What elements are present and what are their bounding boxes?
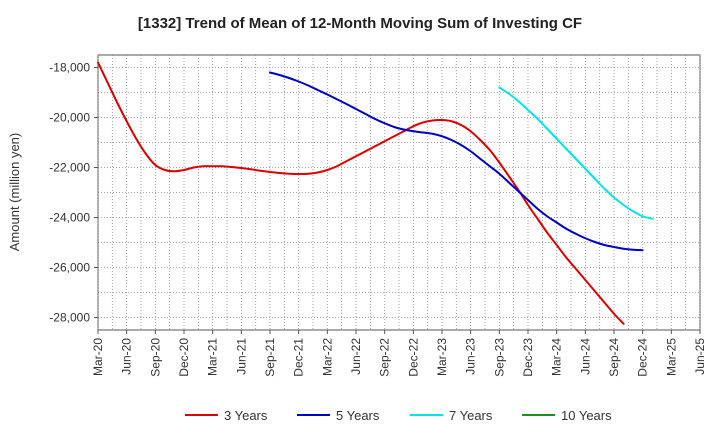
x-tick-label: Jun-21	[234, 338, 248, 375]
x-tick-label: Sep-20	[148, 338, 162, 377]
legend-label-5-years: 5 Years	[336, 408, 380, 423]
x-tick-label: Dec-22	[406, 338, 420, 377]
x-tick-label: Jun-20	[120, 338, 134, 375]
y-tick-label: -22,000	[49, 161, 90, 175]
x-tick-label: Sep-21	[263, 338, 277, 377]
legend-label-3-years: 3 Years	[224, 408, 268, 423]
y-axis-label: Amount (million yen)	[7, 133, 22, 252]
series-lines	[97, 61, 654, 325]
x-tick-label: Sep-22	[378, 338, 392, 377]
x-tick-label: Jun-22	[349, 338, 363, 375]
chart-title: [1332] Trend of Mean of 12-Month Moving …	[138, 15, 582, 32]
x-tick-label: Jun-24	[578, 338, 592, 375]
x-tick-label: Dec-21	[292, 338, 306, 377]
legend-label-7-years: 7 Years	[449, 408, 493, 423]
x-tick-label: Dec-23	[521, 338, 535, 377]
y-tick-label: -28,000	[49, 311, 90, 325]
x-tick-label: Jun-25	[693, 338, 707, 375]
x-tick-label: Dec-20	[177, 338, 191, 377]
x-tick-label: Mar-24	[550, 338, 564, 376]
y-tick-label: -26,000	[49, 261, 90, 275]
series-line-7-years	[498, 86, 654, 220]
y-tick-label: -20,000	[49, 111, 90, 125]
x-tick-label: Mar-23	[435, 338, 449, 376]
x-tick-label: Dec-24	[636, 338, 650, 377]
x-axis-ticks: Mar-20 Jun-20 Sep-20 Dec-20 Mar-21 Jun-21 Sep-…	[91, 330, 707, 377]
x-tick-label: Mar-22	[320, 338, 334, 376]
x-tick-label: Jun-23	[464, 338, 478, 375]
legend-label-10-years: 10 Years	[561, 408, 612, 423]
y-tick-label: -24,000	[49, 211, 90, 225]
legend: 3 Years 5 Years 7 Years 10 Years	[185, 408, 612, 423]
series-line-3-years	[97, 61, 625, 325]
y-axis-ticks: -18,000 -20,000 -22,000 -24,000 -26,000 -28,0…	[49, 61, 98, 325]
x-tick-label: Sep-24	[607, 338, 621, 377]
y-tick-label: -18,000	[49, 61, 90, 75]
series-line-5-years	[269, 71, 644, 252]
x-tick-label: Mar-20	[91, 338, 105, 376]
x-tick-label: Mar-25	[664, 338, 678, 376]
x-tick-label: Sep-23	[492, 338, 506, 377]
x-tick-label: Mar-21	[206, 338, 220, 376]
